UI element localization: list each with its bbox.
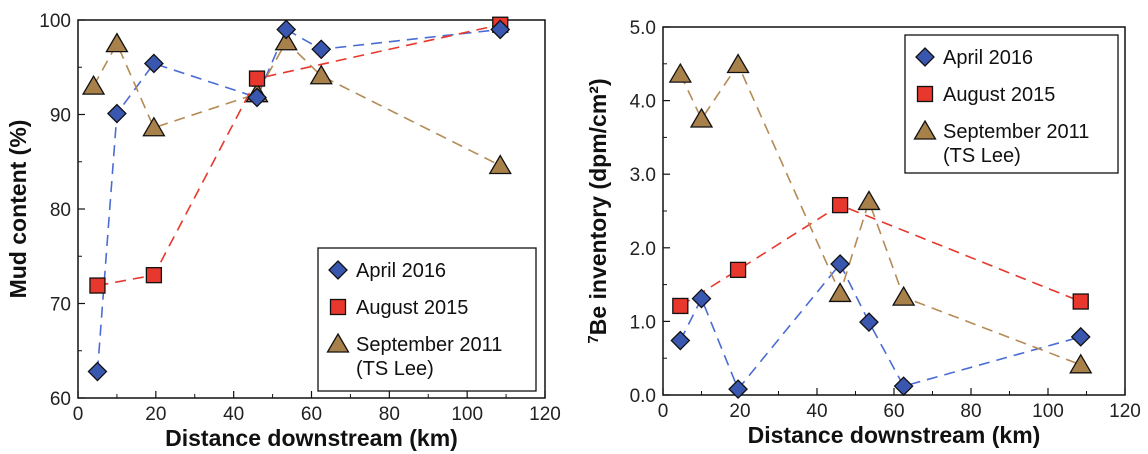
legend-marker [915, 47, 935, 67]
legend-entry: August 2015 [356, 297, 468, 319]
data-point [668, 62, 692, 83]
data-point [726, 53, 750, 74]
data-point [893, 376, 914, 397]
data-point [81, 74, 106, 95]
data-point [831, 196, 849, 214]
legend-box [904, 34, 1119, 174]
data-point [1072, 293, 1089, 310]
legend-entry: September 2011 [356, 334, 502, 356]
y-tick-label: 90 [50, 106, 71, 127]
data-point [274, 30, 298, 51]
series-line [679, 262, 1081, 391]
y-axis-title-superscript: 7 [585, 335, 602, 343]
data-point [105, 32, 129, 53]
series-line [97, 23, 501, 287]
x-tick-label: 100 [1032, 401, 1064, 422]
legend-box [317, 247, 537, 392]
legend-entry-line2: (TS Lee) [356, 358, 434, 380]
y-tick-label: 1.0 [630, 312, 656, 333]
data-point [276, 19, 297, 40]
legend-marker [329, 298, 347, 316]
y-axis-title: Mud content (%) [5, 120, 31, 299]
data-point [828, 282, 852, 303]
y-tick-label: 60 [50, 389, 71, 410]
data-point [728, 379, 748, 400]
x-tick-label: 40 [223, 404, 244, 425]
y-tick-label: 4.0 [630, 92, 656, 113]
data-point [143, 53, 164, 74]
legend-entry-line2: (TS Lee) [943, 145, 1021, 167]
y-tick-label: 3.0 [630, 165, 656, 186]
y-tick-label: 70 [50, 295, 71, 316]
legend-entry: April 2016 [943, 47, 1033, 69]
x-tick-label: 40 [806, 401, 827, 422]
data-point [891, 285, 916, 306]
data-point [729, 261, 747, 279]
data-point [248, 70, 266, 87]
data-point [490, 19, 511, 40]
legend-marker [326, 332, 350, 353]
x-axis-title: Distance downstream (km) [165, 425, 458, 451]
legend-entry: September 2011 [943, 121, 1089, 143]
x-tick-label: 120 [1109, 401, 1141, 422]
legend-marker [913, 119, 937, 140]
x-tick-label: 120 [529, 404, 561, 425]
x-tick-label: 20 [145, 404, 166, 425]
data-point [859, 312, 879, 333]
x-tick-label: 100 [451, 404, 483, 425]
x-tick-label: 60 [301, 404, 322, 425]
data-point [689, 107, 714, 128]
x-tick-label: 0 [658, 401, 669, 422]
data-point [857, 190, 881, 211]
legend-marker [328, 260, 348, 280]
data-point [830, 254, 851, 274]
data-point [670, 330, 691, 351]
data-point [145, 266, 163, 284]
data-point [87, 361, 108, 382]
legend-entry: August 2015 [943, 84, 1055, 106]
x-axis-title: Distance downstream (km) [748, 422, 1041, 448]
x-tick-label: 80 [379, 404, 400, 425]
data-point [311, 39, 332, 60]
legend-marker [916, 85, 934, 103]
data-point [309, 64, 333, 85]
x-tick-label: 20 [729, 401, 750, 422]
data-point [488, 154, 512, 175]
y-tick-label: 5.0 [630, 18, 656, 39]
data-point [691, 288, 712, 309]
data-point [142, 116, 166, 137]
legend-entry: April 2016 [356, 260, 446, 282]
data-point [1070, 326, 1091, 347]
y-axis-title-text: Be inventory (dpm/cm²) [585, 78, 611, 335]
x-tick-label: 0 [73, 404, 84, 425]
y-tick-label: 100 [39, 11, 71, 32]
data-point [672, 297, 689, 315]
x-tick-label: 80 [960, 401, 981, 422]
data-point [89, 277, 106, 294]
be-inventory-chart: 0 20 40 60 80 100 120 0.0 1.0 2.0 3.0 4.0 5.0 Distanc… [585, 18, 1141, 448]
y-tick-label: 80 [50, 200, 71, 221]
data-point [247, 87, 267, 108]
data-point [1069, 353, 1093, 374]
x-tick-label: 60 [883, 401, 904, 422]
data-point [106, 103, 127, 124]
y-axis-title: 7Be inventory (dpm/cm²) [585, 78, 612, 343]
y-tick-label: 0.0 [630, 386, 656, 407]
series-line [679, 204, 1082, 307]
y-tick-label: 2.0 [630, 239, 656, 260]
